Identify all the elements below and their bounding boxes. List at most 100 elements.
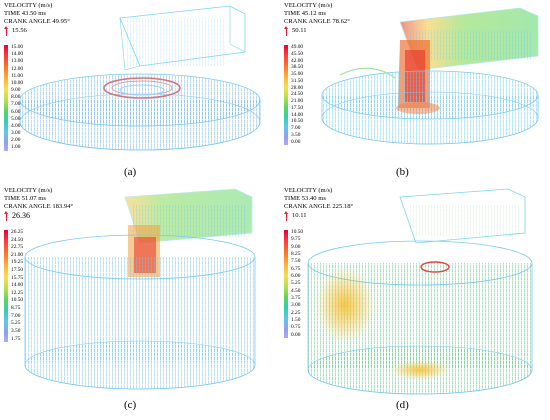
tick-label: 15.00 <box>11 44 24 50</box>
tick-label: 10.50 <box>291 229 304 235</box>
tick-label: 8.25 <box>291 250 301 257</box>
tick-label: 26.25 <box>11 229 24 235</box>
tick-label: 7.00 <box>11 312 21 319</box>
tick-label: 4.00 <box>11 122 21 129</box>
legend-header: VELOCITY (m/s) TIME 51.07 ms CRANK ANGLE… <box>4 187 73 221</box>
legend-header: VELOCITY (m/s) TIME 43.50 ms CRANK ANGLE… <box>4 2 70 36</box>
legend-header: VELOCITY (m/s) TIME 53.40 ms CRANK ANGLE… <box>284 187 353 221</box>
legend-title: VELOCITY (m/s) <box>284 187 333 194</box>
velocity-field-b <box>321 7 539 145</box>
tick-label: 3.50 <box>11 327 21 334</box>
tick-label: 42.00 <box>291 57 304 64</box>
crank-angle-label: CRANK ANGLE 225.18° <box>284 203 354 210</box>
legend-header: VELOCITY (m/s) TIME 45.12 ms CRANK ANGLE… <box>284 2 350 36</box>
crank-angle-label: CRANK ANGLE 49.95° <box>4 18 70 25</box>
panel-d: VELOCITY (m/s) TIME 53.40 ms CRANK ANGLE… <box>280 185 550 420</box>
tick-label: 5.00 <box>11 115 21 122</box>
tick-label: 12.25 <box>11 289 24 296</box>
tick-label: 2.25 <box>291 309 301 316</box>
color-legend: 10.50 9.75 9.00 8.25 7.50 6.75 6.00 5.25… <box>284 229 304 338</box>
time-label: TIME 43.50 ms <box>4 10 46 17</box>
reference-vector-value: 15.56 <box>12 27 27 34</box>
tick-label: 1.75 <box>11 335 21 342</box>
tick-label: 19.25 <box>11 259 24 266</box>
panel-b: VELOCITY (m/s) TIME 45.12 ms CRANK ANGLE… <box>280 0 550 185</box>
tick-label: 13.00 <box>11 58 24 65</box>
color-legend: 26.25 24.50 22.75 21.00 19.25 17.50 15.7… <box>4 229 24 342</box>
panel-caption: (c) <box>124 399 137 411</box>
tick-label: 28.00 <box>291 84 304 91</box>
tick-label: 0.00 <box>291 138 301 145</box>
tick-label: 3.75 <box>291 294 301 301</box>
reference-vector-value: 50.11 <box>292 27 307 34</box>
tick-label: 14.00 <box>11 282 24 289</box>
color-bar <box>4 45 8 151</box>
crank-angle-label: CRANK ANGLE 183.94° <box>4 203 74 210</box>
tick-label: 17.50 <box>291 104 304 111</box>
reference-vector: 15.56 <box>4 26 70 36</box>
legend-title: VELOCITY (m/s) <box>284 2 333 9</box>
tick-label: 0.75 <box>291 324 301 331</box>
tick-label: 49.00 <box>291 44 304 50</box>
tick-label: 1.50 <box>291 316 301 323</box>
panel-c: VELOCITY (m/s) TIME 51.07 ms CRANK ANGLE… <box>0 185 275 420</box>
velocity-field-d <box>307 188 533 395</box>
reference-vector: 10.11 <box>284 211 353 221</box>
tick-label: 6.00 <box>11 108 21 115</box>
tick-label: 21.00 <box>11 251 24 258</box>
time-label: TIME 53.40 ms <box>284 195 326 202</box>
tick-label: 5.25 <box>11 320 21 327</box>
tick-label: 14.00 <box>291 111 304 118</box>
reference-arrow-icon <box>284 211 288 221</box>
tick-label: 6.75 <box>291 265 301 272</box>
panel-caption: (a) <box>124 166 137 178</box>
tick-label: 1.00 <box>11 144 21 151</box>
time-label: TIME 51.07 ms <box>4 195 46 202</box>
legend-title: VELOCITY (m/s) <box>4 187 53 194</box>
color-legend: 15.00 14.00 13.00 12.00 11.00 10.00 9.00… <box>4 44 24 151</box>
tick-label: 24.50 <box>291 91 304 98</box>
reference-arrow-icon <box>4 211 8 221</box>
color-bar <box>284 45 288 145</box>
color-bar <box>284 230 288 338</box>
reference-arrow-icon <box>4 26 8 36</box>
color-bar-ticks: 49.00 45.50 42.00 38.50 35.00 31.50 28.0… <box>291 44 304 145</box>
tick-label: 10.50 <box>291 118 304 125</box>
tick-label: 21.00 <box>291 98 304 104</box>
tick-label: 4.50 <box>291 287 301 294</box>
tick-label: 6.00 <box>291 272 301 279</box>
tick-label: 35.00 <box>291 71 304 77</box>
crank-angle-label: CRANK ANGLE 78.62° <box>284 18 350 25</box>
time-label: TIME 45.12 ms <box>284 10 326 17</box>
color-bar-ticks: 15.00 14.00 13.00 12.00 11.00 10.00 9.00… <box>11 44 24 151</box>
panel-a: VELOCITY (m/s) TIME 43.50 ms CRANK ANGLE… <box>0 0 275 185</box>
tick-label: 9.00 <box>291 243 301 250</box>
tick-label: 10.00 <box>11 79 24 86</box>
tick-label: 12.00 <box>11 65 24 72</box>
tick-label: 11.00 <box>11 72 23 79</box>
tick-label: 0.00 <box>291 331 301 338</box>
color-bar-ticks: 10.50 9.75 9.00 8.25 7.50 6.75 6.00 5.25… <box>291 229 304 338</box>
tick-label: 38.50 <box>291 64 304 71</box>
tick-label: 7.00 <box>11 101 21 108</box>
reference-vector-value: 26.36 <box>12 211 30 220</box>
tick-label: 15.75 <box>11 274 24 281</box>
tick-label: 3.50 <box>291 131 301 138</box>
color-bar <box>4 230 8 342</box>
tick-label: 14.00 <box>11 51 24 58</box>
panel-caption: (d) <box>396 399 409 411</box>
velocity-field-a <box>19 5 261 151</box>
tick-label: 3.00 <box>11 130 21 137</box>
tick-label: 31.50 <box>291 77 304 84</box>
reference-arrow-icon <box>284 26 288 36</box>
tick-label: 24.50 <box>11 236 24 243</box>
tick-label: 7.50 <box>291 258 301 265</box>
tick-label: 8.00 <box>11 94 21 101</box>
panel-caption: (b) <box>396 166 409 178</box>
tick-label: 17.50 <box>11 267 24 274</box>
tick-label: 9.75 <box>291 236 301 243</box>
tick-label: 9.00 <box>11 87 21 94</box>
tick-label: 2.00 <box>11 137 21 144</box>
reference-vector: 50.11 <box>284 26 350 36</box>
color-bar-ticks: 26.25 24.50 22.75 21.00 19.25 17.50 15.7… <box>11 229 24 342</box>
